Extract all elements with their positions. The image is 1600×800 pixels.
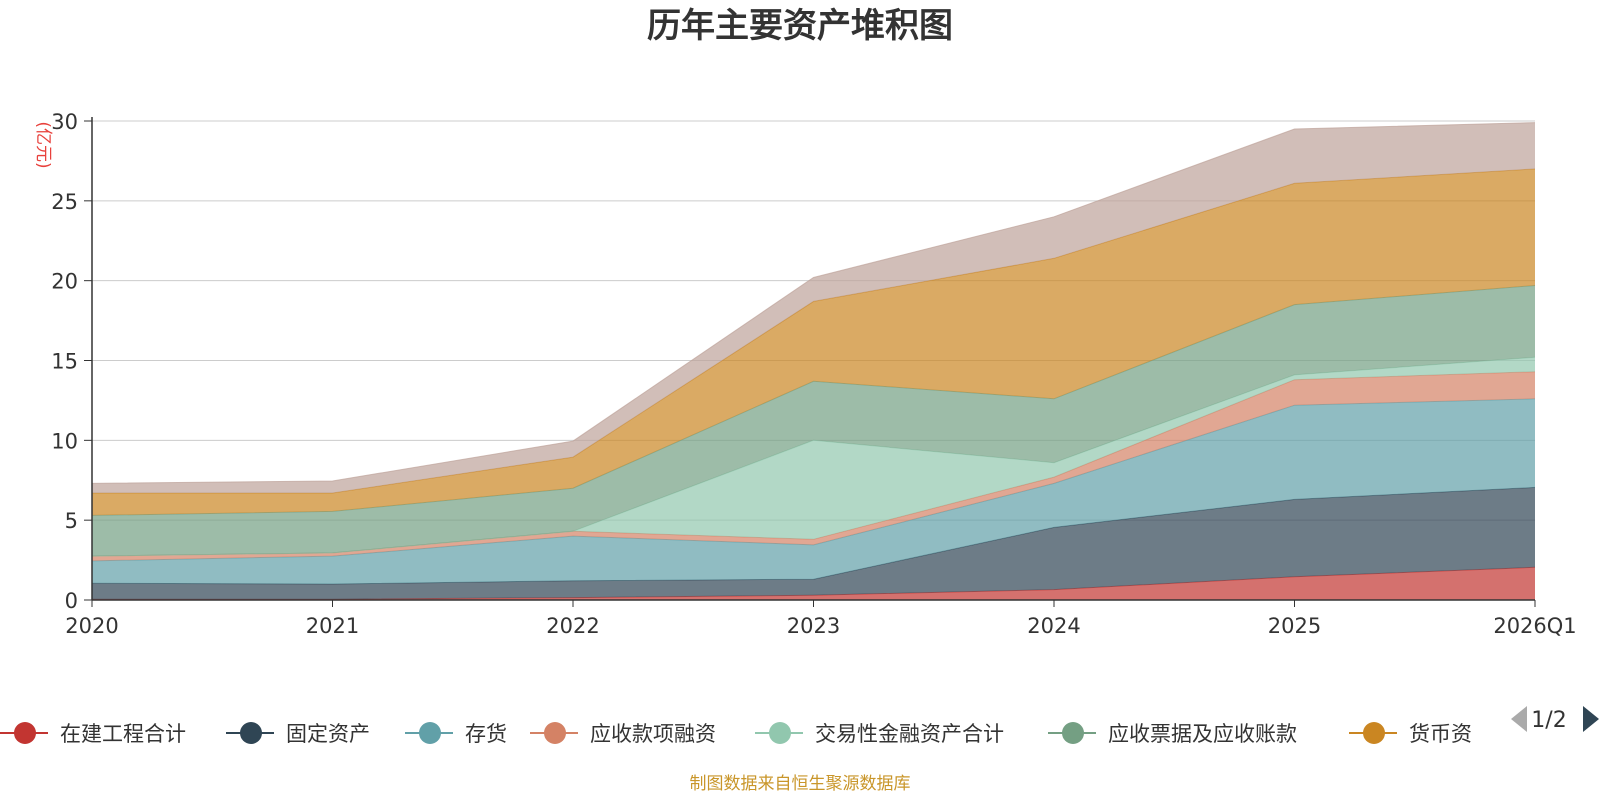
legend-label: 应收票据及应收账款 xyxy=(1108,722,1297,746)
area-series-3 xyxy=(92,371,1535,561)
y-tick-label: 5 xyxy=(65,509,78,533)
source-note: 制图数据来自恒生聚源数据库 xyxy=(690,774,911,794)
area-series-0 xyxy=(92,567,1535,600)
legend-marker-icon xyxy=(14,722,36,744)
legend-label: 交易性金融资产合计 xyxy=(815,722,1004,746)
y-tick-label: 25 xyxy=(51,190,78,214)
y-tick-label: 10 xyxy=(51,429,78,453)
legend: 在建工程合计 固定资产 存货 应收款项融资 交易性金融资产合计 应收票据及应收账款 货币资 xyxy=(0,722,1472,746)
chart-title: 历年主要资产堆积图 xyxy=(647,6,953,46)
legend-next-page-icon[interactable] xyxy=(1583,706,1599,732)
x-tick-label: 2020 xyxy=(65,614,118,638)
legend-prev-page-icon[interactable] xyxy=(1511,706,1527,732)
y-tick-label: 0 xyxy=(65,589,78,613)
legend-item[interactable]: 存货 xyxy=(405,722,507,746)
legend-marker-icon xyxy=(419,722,441,744)
legend-label: 在建工程合计 xyxy=(60,722,186,746)
area-series-5 xyxy=(92,285,1535,557)
area-series-1 xyxy=(92,487,1535,600)
legend-marker-icon xyxy=(769,722,791,744)
y-tick-label: 15 xyxy=(51,350,78,374)
legend-label: 存货 xyxy=(465,722,507,746)
legend-item[interactable]: 应收票据及应收账款 xyxy=(1048,722,1297,746)
area-series-7 xyxy=(92,122,1535,493)
x-tick-label: 2023 xyxy=(787,614,840,638)
legend-marker-icon xyxy=(240,722,262,744)
y-tick-label: 20 xyxy=(51,270,78,294)
stacked-areas xyxy=(91,122,1536,600)
legend-item[interactable]: 在建工程合计 xyxy=(0,722,186,746)
area-series-2 xyxy=(92,398,1535,584)
legend-pager: 1/2 xyxy=(1511,706,1599,733)
legend-marker-icon xyxy=(1363,722,1385,744)
legend-item[interactable]: 交易性金融资产合计 xyxy=(755,722,1004,746)
legend-marker-icon xyxy=(1062,722,1084,744)
y-axis-unit-label: (亿元) xyxy=(33,121,53,168)
area-series-4 xyxy=(92,357,1535,557)
y-tick-label: 30 xyxy=(51,110,78,134)
x-tick-label: 2021 xyxy=(306,614,359,638)
x-tick-label: 2024 xyxy=(1027,614,1080,638)
legend-marker-icon xyxy=(544,722,566,744)
area-series-6 xyxy=(92,168,1535,516)
legend-item[interactable]: 应收款项融资 xyxy=(530,722,716,746)
legend-item[interactable]: 固定资产 xyxy=(226,722,370,746)
legend-label: 固定资产 xyxy=(286,722,370,746)
legend-item[interactable]: 货币资 xyxy=(1349,722,1472,746)
x-tick-label: 2025 xyxy=(1268,614,1321,638)
x-tick-label: 2022 xyxy=(546,614,599,638)
area-series-line-7 xyxy=(91,122,1536,484)
legend-label: 应收款项融资 xyxy=(590,722,716,746)
legend-label: 货币资 xyxy=(1409,722,1472,746)
legend-page-indicator: 1/2 xyxy=(1531,708,1566,733)
x-tick-label: 2026Q1 xyxy=(1493,614,1576,638)
